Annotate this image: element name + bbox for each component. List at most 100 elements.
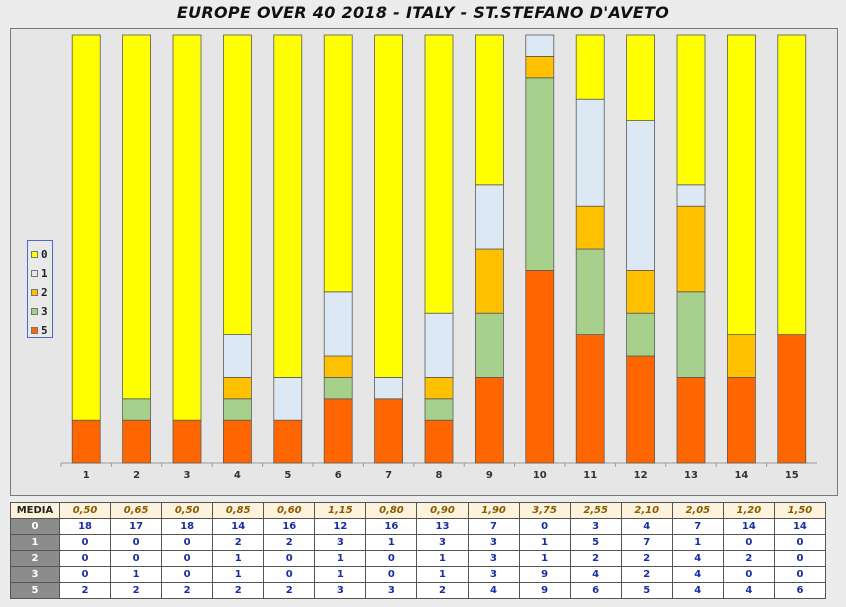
bar-segment-13-series-5 <box>676 376 706 464</box>
table-cell: 1 <box>314 566 367 583</box>
table-cell: 0 <box>110 534 163 551</box>
bar-segment-9-series-1 <box>474 184 504 250</box>
media-row: MEDIA 0,50 0,65 0,50 0,85 0,60 1,15 0,80 0,90 1,9… <box>10 502 827 519</box>
table-cell: 0,50 <box>161 502 214 519</box>
bar-segment-14-series-0 <box>727 34 756 336</box>
bar-segment-8-series-2 <box>424 376 454 400</box>
row-header: 1 <box>10 534 60 551</box>
x-tick-label: 10 <box>533 470 547 481</box>
x-tick-label: 8 <box>436 470 443 481</box>
bar-segment-12-series-3 <box>626 312 655 357</box>
row-header: 0 <box>10 518 60 535</box>
bar-segment-4-series-5 <box>222 419 252 464</box>
table-cell: 2 <box>263 534 316 551</box>
bar-segment-11-series-3 <box>575 248 605 335</box>
table-cell: 0 <box>773 566 827 583</box>
table-cell: 3,75 <box>518 502 571 519</box>
row-header: 2 <box>10 550 60 567</box>
bar-segment-8-series-0 <box>424 34 454 314</box>
bar-segment-5-series-1 <box>273 376 303 421</box>
table-cell: 3 <box>467 566 520 583</box>
count-row-0: 0 18 17 18 14 16 12 16 13 7 0 3 4 7 14 14 <box>10 518 827 535</box>
table-cell: 1 <box>416 566 469 583</box>
table-cell: 1 <box>518 534 571 551</box>
table-cell: 14 <box>212 518 265 535</box>
table-cell: 2 <box>620 550 673 567</box>
table-cell: 2 <box>161 582 214 599</box>
table-cell: 1 <box>314 550 367 567</box>
row-header: 3 <box>10 566 60 583</box>
stacked-bar-chart: 1 2 3 4 5 6 7 8 9 10 11 12 13 14 15 <box>60 34 817 481</box>
table-cell: 7 <box>467 518 520 535</box>
bar-segment-9-series-2 <box>474 248 504 314</box>
table-cell: 0 <box>58 550 112 567</box>
table-cell: 1,90 <box>467 502 520 519</box>
x-tick-label: 1 <box>83 470 90 481</box>
table-cell: 2 <box>569 550 622 567</box>
bar-segment-2-series-5 <box>122 419 151 464</box>
x-tick-label: 5 <box>284 470 291 481</box>
table-cell: 2 <box>263 582 316 599</box>
bar-segment-11-series-0 <box>575 34 605 100</box>
bar-segment-8-series-1 <box>424 312 454 378</box>
x-tick-label: 2 <box>133 470 140 481</box>
x-tick-label: 15 <box>785 470 799 481</box>
table-cell: 12 <box>314 518 367 535</box>
bar-segment-6-series-3 <box>323 376 353 400</box>
table-cell: 0,60 <box>263 502 316 519</box>
bar-segment-9-series-0 <box>474 34 504 186</box>
table-cell: 0,90 <box>416 502 469 519</box>
table-cell: 1,15 <box>314 502 367 519</box>
legend-item-5: 5 <box>28 321 52 340</box>
legend-label: 3 <box>41 305 48 318</box>
bar-segment-10-series-3 <box>525 77 555 271</box>
bar-segment-5-series-0 <box>273 34 303 378</box>
legend-label: 1 <box>41 267 48 280</box>
bar-segment-13-series-3 <box>676 291 706 378</box>
legend-label: 5 <box>41 324 48 337</box>
table-cell: 16 <box>365 518 418 535</box>
bar-segment-13-series-1 <box>676 184 706 207</box>
table-cell: 9 <box>518 582 571 599</box>
bar-segment-4-series-3 <box>222 398 252 421</box>
stats-table: MEDIA 0,50 0,65 0,50 0,85 0,60 1,15 0,80 0,90 1,9… <box>10 502 827 599</box>
table-cell: 2,55 <box>569 502 622 519</box>
bar-segment-6-series-0 <box>323 34 353 293</box>
table-cell: 0 <box>161 534 214 551</box>
legend-label: 2 <box>41 286 48 299</box>
table-cell: 0 <box>773 550 827 567</box>
table-cell: 3 <box>365 582 418 599</box>
table-cell: 3 <box>314 534 367 551</box>
bar-segment-7-series-5 <box>374 398 404 464</box>
table-cell: 0 <box>773 534 827 551</box>
table-cell: 3 <box>569 518 622 535</box>
bar-segment-11-series-2 <box>575 205 605 250</box>
table-cell: 0,50 <box>58 502 112 519</box>
bar-segment-9-series-5 <box>474 376 504 464</box>
bar-segment-11-series-5 <box>575 334 605 464</box>
bar-segment-13-series-2 <box>676 205 706 293</box>
table-cell: 2,10 <box>620 502 673 519</box>
table-cell: 0 <box>518 518 571 535</box>
table-cell: 2 <box>212 582 265 599</box>
legend-item-3: 3 <box>28 302 52 321</box>
legend-swatch <box>31 308 38 315</box>
table-cell: 4 <box>569 566 622 583</box>
table-cell: 6 <box>773 582 827 599</box>
bar-segment-6-series-5 <box>323 398 353 464</box>
table-cell: 0 <box>263 550 316 567</box>
table-cell: 3 <box>416 534 469 551</box>
bar-segment-6-series-2 <box>323 355 353 378</box>
legend-swatch <box>31 270 38 277</box>
bar-segment-12-series-1 <box>626 120 655 271</box>
table-cell: 0 <box>58 566 112 583</box>
table-cell: 4 <box>722 582 775 599</box>
table-cell: 0,80 <box>365 502 418 519</box>
table-cell: 0 <box>263 566 316 583</box>
bar-segment-10-series-5 <box>525 269 555 464</box>
table-cell: 1,20 <box>722 502 775 519</box>
